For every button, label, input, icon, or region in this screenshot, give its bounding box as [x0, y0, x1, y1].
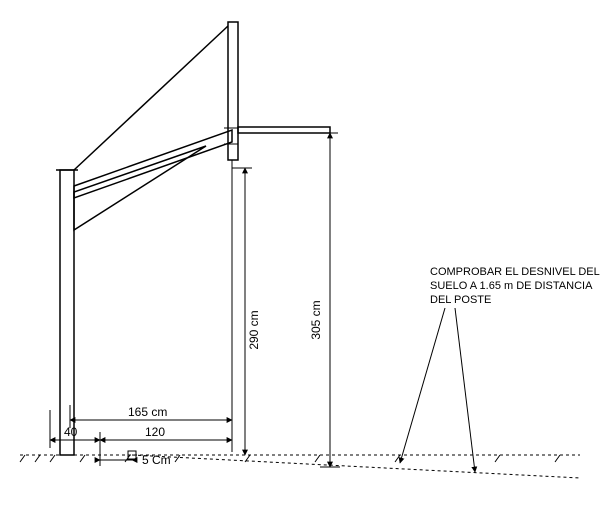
dim-305: 305 cm	[238, 133, 340, 467]
dim-165-label: 165 cm	[128, 405, 167, 419]
dim-40: 40	[50, 425, 100, 440]
dim-120-label: 120	[145, 425, 165, 439]
note-line1: COMPROBAR EL DESNIVEL DEL	[430, 266, 600, 278]
note-line2: SUELO A 1.65 m DE DISTANCIA	[430, 280, 593, 292]
dim-40-label: 40	[64, 425, 78, 439]
slope-note: COMPROBAR EL DESNIVEL DEL SUELO A 1.65 m…	[400, 266, 600, 472]
dim-305-label: 305 cm	[309, 300, 323, 339]
backboard-brace	[74, 26, 228, 170]
ground-slope	[132, 455, 580, 478]
backboard	[224, 22, 238, 160]
basketball-hoop-drawing: 290 cm 305 cm 165 cm 40 120 5 Cm COMPROB…	[0, 0, 600, 517]
note-line3: DEL POSTE	[430, 294, 491, 306]
ground-hatch	[20, 455, 580, 462]
hoop	[238, 127, 330, 133]
dim-290-label: 290 cm	[247, 310, 261, 349]
dim-165: 165 cm	[70, 405, 232, 420]
dim-290: 290 cm	[232, 168, 261, 455]
dim-5-label: 5 Cm	[142, 453, 171, 467]
dim-120: 120	[100, 425, 232, 440]
